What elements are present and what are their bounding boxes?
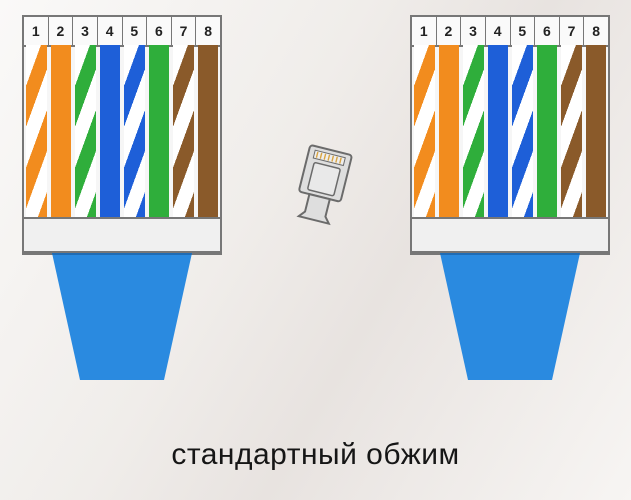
wire-pin-3 bbox=[463, 45, 484, 217]
pin-label-6: 6 bbox=[147, 17, 172, 45]
plug-bottom-bar bbox=[22, 217, 222, 253]
wire-pin-7 bbox=[561, 45, 582, 217]
pin-label-1: 1 bbox=[412, 17, 437, 45]
wire-row bbox=[24, 45, 220, 217]
rj45-mini-icon bbox=[286, 140, 359, 231]
pin-label-2: 2 bbox=[49, 17, 74, 45]
wire-pin-5 bbox=[512, 45, 533, 217]
pin-label-7: 7 bbox=[172, 17, 197, 45]
pin-label-4: 4 bbox=[98, 17, 123, 45]
pin-label-5: 5 bbox=[123, 17, 148, 45]
pin-row: 12345678 bbox=[24, 17, 220, 47]
pin-label-4: 4 bbox=[486, 17, 511, 45]
wire-pin-8 bbox=[198, 45, 219, 217]
pin-label-3: 3 bbox=[73, 17, 98, 45]
plug-body: 12345678 bbox=[410, 15, 610, 255]
cable-boot bbox=[440, 253, 580, 380]
cable-boot bbox=[52, 253, 192, 380]
pin-label-8: 8 bbox=[584, 17, 608, 45]
connector-left: 12345678 bbox=[12, 15, 232, 380]
wire-pin-6 bbox=[537, 45, 558, 217]
wire-pin-5 bbox=[124, 45, 145, 217]
wire-pin-7 bbox=[173, 45, 194, 217]
pin-row: 12345678 bbox=[412, 17, 608, 47]
caption: стандартный обжим bbox=[0, 438, 631, 472]
wire-row bbox=[412, 45, 608, 217]
wire-pin-4 bbox=[488, 45, 509, 217]
pin-label-6: 6 bbox=[535, 17, 560, 45]
wire-pin-8 bbox=[586, 45, 607, 217]
pin-label-7: 7 bbox=[560, 17, 585, 45]
wire-pin-3 bbox=[75, 45, 96, 217]
pin-label-5: 5 bbox=[511, 17, 536, 45]
wire-pin-2 bbox=[51, 45, 72, 217]
wire-pin-2 bbox=[439, 45, 460, 217]
pin-label-2: 2 bbox=[437, 17, 462, 45]
pin-label-8: 8 bbox=[196, 17, 220, 45]
wire-pin-4 bbox=[100, 45, 121, 217]
pin-label-1: 1 bbox=[24, 17, 49, 45]
plug-bottom-bar bbox=[410, 217, 610, 253]
pin-label-3: 3 bbox=[461, 17, 486, 45]
wire-pin-1 bbox=[26, 45, 47, 217]
diagram-canvas: 1234567812345678 стандартный обжим bbox=[0, 0, 631, 500]
connector-right: 12345678 bbox=[400, 15, 620, 380]
wire-pin-1 bbox=[414, 45, 435, 217]
wire-pin-6 bbox=[149, 45, 170, 217]
plug-body: 12345678 bbox=[22, 15, 222, 255]
